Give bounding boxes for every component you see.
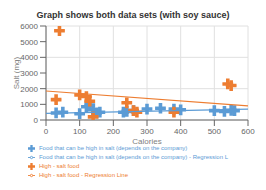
svg-text:0: 0 [34, 116, 39, 125]
html-text:High - salt food: High - salt food [38, 163, 80, 169]
svg-text:600: 600 [241, 127, 255, 136]
svg-text:2000: 2000 [20, 85, 38, 94]
svg-text:4000: 4000 [20, 53, 38, 62]
html-text:Food that can be high in salt: Food that can be high in salt (depends o… [38, 154, 229, 160]
svg-text:Calories: Calories [132, 137, 161, 146]
svg-text:3000: 3000 [20, 69, 38, 78]
html-text:Graph shows both data sets (wi: Graph shows both data sets (with soy sau… [36, 10, 230, 20]
svg-text:Salt (mg): Salt (mg) [12, 56, 21, 89]
html-text:High - salt food - Regression: High - salt food - Regression Line [38, 172, 128, 178]
svg-text:300: 300 [140, 127, 154, 136]
svg-text:1000: 1000 [20, 100, 38, 109]
svg-text:200: 200 [107, 127, 121, 136]
svg-text:400: 400 [174, 127, 188, 136]
svg-text:6000: 6000 [20, 22, 38, 31]
svg-text:500: 500 [208, 127, 222, 136]
html-text:Food that can be high in salt: Food that can be high in salt (depends o… [38, 145, 188, 151]
svg-text:0: 0 [44, 127, 49, 136]
svg-text:5000: 5000 [20, 38, 38, 47]
svg-text:100: 100 [73, 127, 87, 136]
